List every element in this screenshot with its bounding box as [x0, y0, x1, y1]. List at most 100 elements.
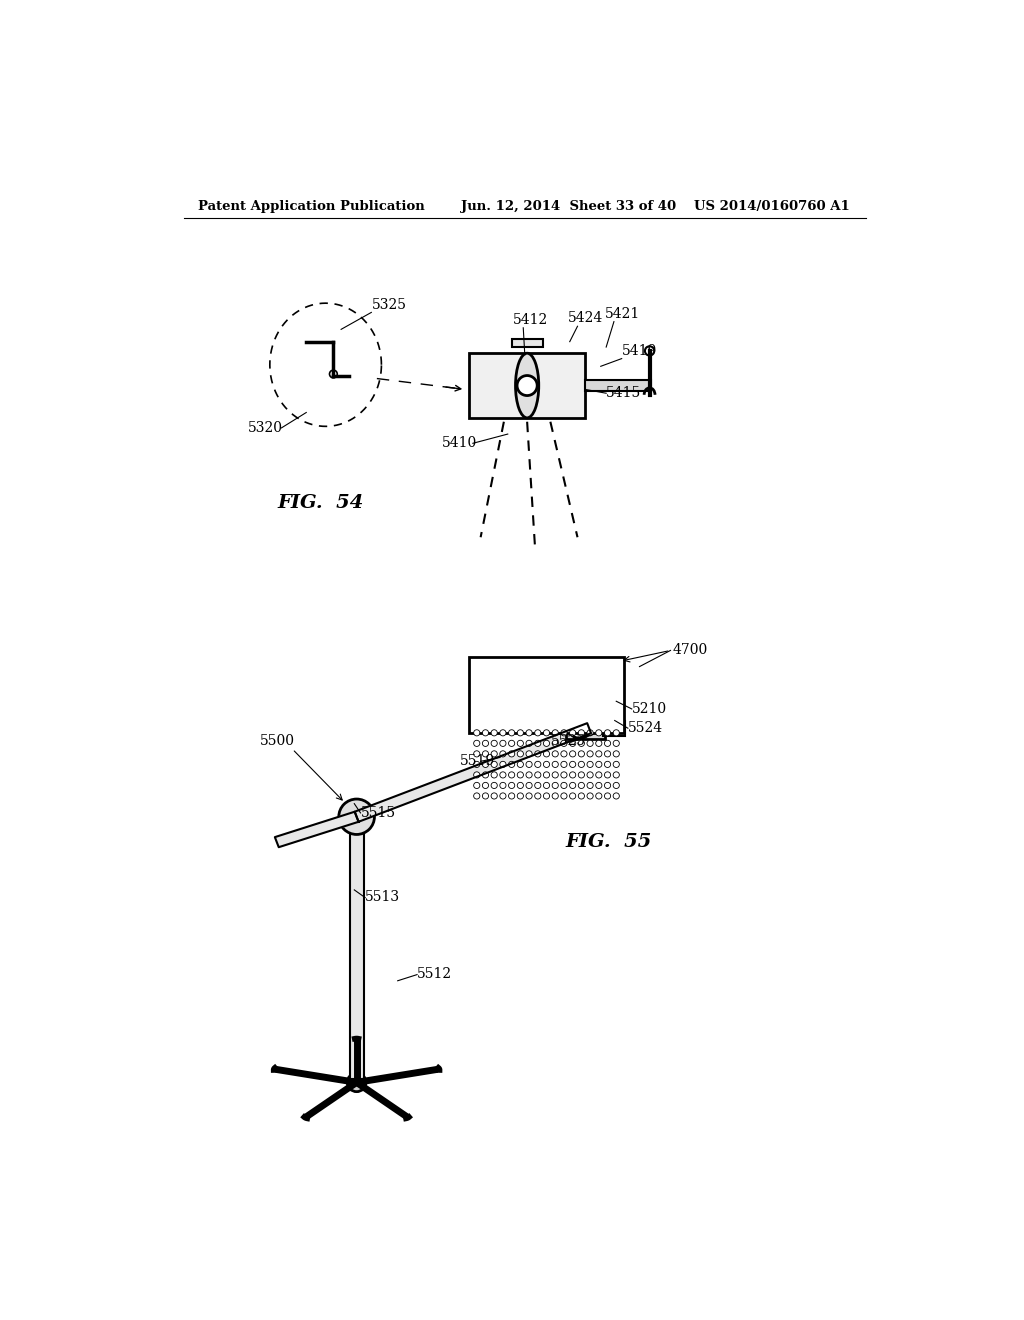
- Circle shape: [500, 772, 506, 777]
- Circle shape: [492, 772, 498, 777]
- Circle shape: [517, 376, 538, 396]
- Circle shape: [587, 730, 593, 737]
- Circle shape: [572, 719, 587, 733]
- Circle shape: [535, 741, 541, 746]
- Circle shape: [579, 793, 585, 799]
- Circle shape: [526, 793, 532, 799]
- Text: 5410: 5410: [442, 436, 477, 450]
- Bar: [469, 657, 624, 733]
- Circle shape: [517, 741, 523, 746]
- Bar: [603, 721, 625, 737]
- Ellipse shape: [515, 354, 539, 418]
- Text: 5412: 5412: [513, 313, 549, 327]
- Circle shape: [604, 783, 610, 788]
- Circle shape: [561, 793, 567, 799]
- Circle shape: [526, 741, 532, 746]
- Circle shape: [587, 783, 593, 788]
- Circle shape: [552, 793, 558, 799]
- Circle shape: [544, 762, 550, 767]
- Circle shape: [569, 772, 575, 777]
- Circle shape: [569, 783, 575, 788]
- Text: 5415: 5415: [606, 387, 641, 400]
- Text: 5519: 5519: [460, 754, 495, 768]
- Circle shape: [509, 741, 515, 746]
- Circle shape: [517, 751, 523, 756]
- Text: FIG.  54: FIG. 54: [278, 495, 364, 512]
- Circle shape: [596, 730, 602, 737]
- Circle shape: [339, 799, 375, 834]
- Circle shape: [613, 751, 620, 756]
- Text: 5512: 5512: [417, 968, 453, 982]
- Circle shape: [604, 751, 610, 756]
- Text: 5325: 5325: [372, 297, 408, 312]
- Circle shape: [474, 762, 480, 767]
- Circle shape: [579, 730, 585, 737]
- Circle shape: [500, 783, 506, 788]
- Circle shape: [579, 772, 585, 777]
- Circle shape: [544, 741, 550, 746]
- Circle shape: [569, 793, 575, 799]
- Circle shape: [579, 751, 585, 756]
- Circle shape: [492, 762, 498, 767]
- Circle shape: [347, 1073, 366, 1092]
- Circle shape: [552, 751, 558, 756]
- Circle shape: [482, 772, 488, 777]
- Text: 5210: 5210: [632, 702, 667, 715]
- Circle shape: [569, 762, 575, 767]
- Circle shape: [613, 793, 620, 799]
- Circle shape: [482, 741, 488, 746]
- Circle shape: [535, 793, 541, 799]
- Circle shape: [535, 762, 541, 767]
- Circle shape: [579, 783, 585, 788]
- Circle shape: [535, 783, 541, 788]
- Circle shape: [526, 751, 532, 756]
- Circle shape: [492, 793, 498, 799]
- Circle shape: [544, 783, 550, 788]
- Circle shape: [604, 730, 610, 737]
- Text: 5524: 5524: [628, 721, 663, 735]
- Text: Patent Application Publication: Patent Application Publication: [198, 199, 425, 213]
- Circle shape: [569, 730, 575, 737]
- Circle shape: [613, 762, 620, 767]
- Text: 5421: 5421: [604, 306, 640, 321]
- Circle shape: [474, 783, 480, 788]
- Circle shape: [492, 783, 498, 788]
- Circle shape: [500, 762, 506, 767]
- Circle shape: [596, 751, 602, 756]
- Circle shape: [482, 762, 488, 767]
- Circle shape: [474, 751, 480, 756]
- Circle shape: [561, 730, 567, 737]
- Circle shape: [509, 751, 515, 756]
- Circle shape: [544, 793, 550, 799]
- Circle shape: [561, 783, 567, 788]
- Circle shape: [500, 751, 506, 756]
- Circle shape: [561, 751, 567, 756]
- Circle shape: [482, 751, 488, 756]
- Text: 5515: 5515: [360, 805, 395, 820]
- Circle shape: [544, 772, 550, 777]
- Circle shape: [596, 741, 602, 746]
- Circle shape: [596, 772, 602, 777]
- Circle shape: [517, 772, 523, 777]
- Circle shape: [535, 772, 541, 777]
- Bar: [349, 817, 364, 1078]
- Text: 5424: 5424: [567, 312, 603, 326]
- Circle shape: [492, 741, 498, 746]
- Circle shape: [552, 762, 558, 767]
- Circle shape: [482, 783, 488, 788]
- Circle shape: [526, 730, 532, 737]
- Text: Jun. 12, 2014  Sheet 33 of 40: Jun. 12, 2014 Sheet 33 of 40: [461, 199, 677, 213]
- Circle shape: [587, 741, 593, 746]
- Text: 4700: 4700: [673, 643, 708, 657]
- Circle shape: [579, 741, 585, 746]
- Circle shape: [509, 783, 515, 788]
- Circle shape: [517, 762, 523, 767]
- Circle shape: [509, 772, 515, 777]
- Circle shape: [567, 714, 592, 738]
- Circle shape: [500, 730, 506, 737]
- Circle shape: [492, 730, 498, 737]
- Circle shape: [517, 793, 523, 799]
- Circle shape: [645, 346, 654, 355]
- Bar: [512, 339, 543, 347]
- Circle shape: [509, 730, 515, 737]
